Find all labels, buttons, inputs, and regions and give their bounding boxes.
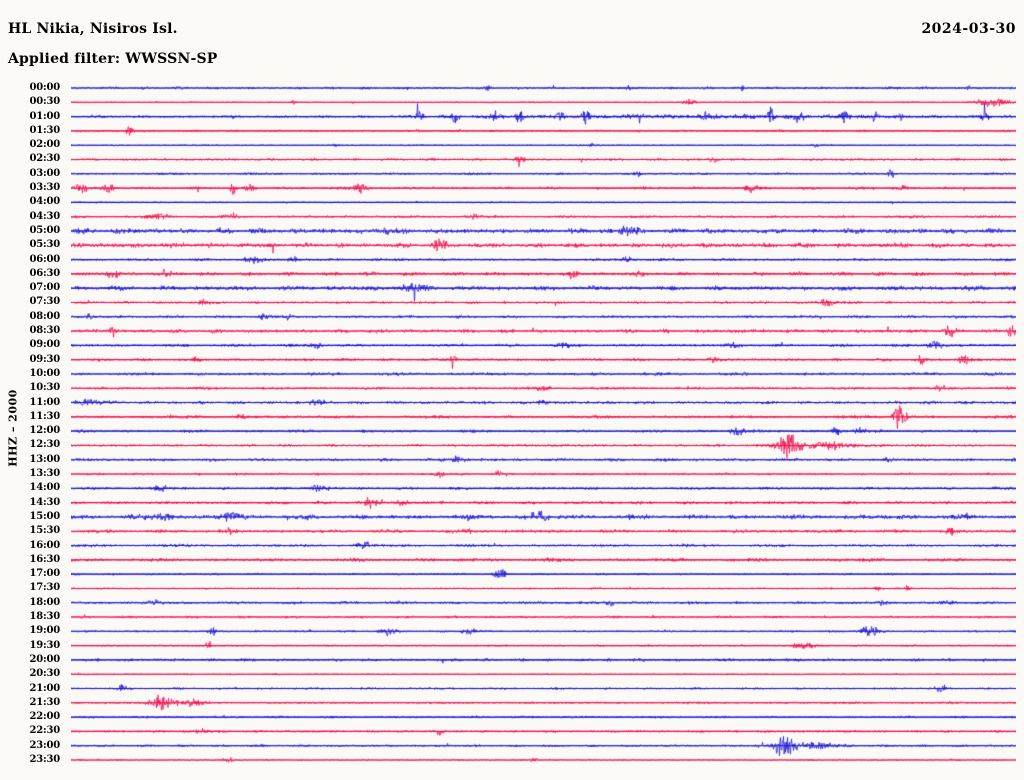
trace-time-label: 21:00 (29, 683, 60, 694)
trace-time-label: 14:30 (29, 497, 60, 508)
trace-time-label: 12:30 (29, 439, 60, 450)
trace-time-label: 18:30 (29, 611, 60, 622)
trace-time-label: 18:00 (29, 597, 60, 608)
trace-time-label: 01:30 (29, 125, 60, 136)
trace-time-label: 17:00 (29, 568, 60, 579)
applied-filter-label: Applied filter: WWSSN-SP (8, 51, 218, 67)
trace-time-label: 02:00 (29, 139, 60, 150)
trace-time-label: 16:00 (29, 540, 60, 551)
trace-time-label: 08:00 (29, 311, 60, 322)
trace-time-label: 08:30 (29, 325, 60, 336)
date-label: 2024-03-30 (921, 21, 1016, 37)
station-title: HL Nikia, Nisiros Isl. (8, 21, 178, 37)
trace-time-label: 06:00 (29, 254, 60, 265)
trace-time-label: 00:30 (29, 96, 60, 107)
trace-time-label: 13:00 (29, 454, 60, 465)
trace-time-label: 09:00 (29, 339, 60, 350)
trace-time-label: 10:00 (29, 368, 60, 379)
trace-time-label: 10:30 (29, 382, 60, 393)
time-axis-labels: 00:00 00:30 01:00 01:30 02:00 02:30 03:00 03:30… (0, 0, 64, 780)
trace-time-label: 07:30 (29, 296, 60, 307)
trace-time-label: 04:30 (29, 211, 60, 222)
trace-time-label: 07:00 (29, 282, 60, 293)
trace-time-label: 17:30 (29, 582, 60, 593)
trace-time-label: 05:00 (29, 225, 60, 236)
trace-time-label: 02:30 (29, 153, 60, 164)
trace-time-label: 23:30 (29, 754, 60, 765)
trace-time-label: 12:00 (29, 425, 60, 436)
trace-time-label: 20:00 (29, 654, 60, 665)
trace-time-label: 20:30 (29, 668, 60, 679)
trace-time-label: 01:00 (29, 111, 60, 122)
trace-time-label: 16:30 (29, 554, 60, 565)
trace-time-label: 22:00 (29, 711, 60, 722)
trace-time-label: 22:30 (29, 725, 60, 736)
trace-time-label: 23:00 (29, 740, 60, 751)
trace-time-label: 03:00 (29, 168, 60, 179)
seismogram-traces (71, 80, 1016, 776)
trace-time-label: 21:30 (29, 697, 60, 708)
trace-time-label: 04:00 (29, 196, 60, 207)
trace-time-label: 14:00 (29, 482, 60, 493)
trace-time-label: 13:30 (29, 468, 60, 479)
trace-time-label: 15:00 (29, 511, 60, 522)
trace-time-label: 19:30 (29, 640, 60, 651)
trace-time-label: 06:30 (29, 268, 60, 279)
trace-time-label: 11:00 (29, 397, 60, 408)
trace-time-label: 03:30 (29, 182, 60, 193)
trace-time-label: 11:30 (29, 411, 60, 422)
trace-time-label: 19:00 (29, 625, 60, 636)
trace-time-label: 09:30 (29, 354, 60, 365)
trace-time-label: 00:00 (29, 82, 60, 93)
trace-time-label: 15:30 (29, 525, 60, 536)
trace-time-label: 05:30 (29, 239, 60, 250)
